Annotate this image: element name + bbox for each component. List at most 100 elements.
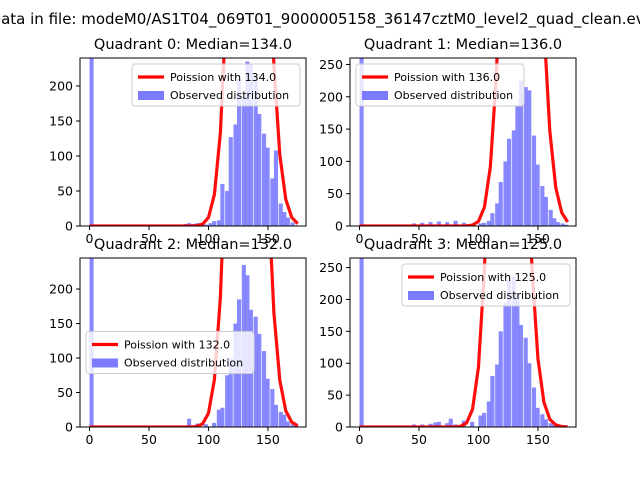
histogram-bar [420,222,425,226]
histogram-bar [282,414,287,427]
axes-frame [79,57,307,227]
legend-label-observed: Observed distribution [394,89,513,102]
x-tick-label: 150 [256,231,280,246]
histogram-bar [228,358,233,427]
legend-label-poisson: Poission with 125.0 [440,271,546,284]
histogram-bar [203,424,208,427]
y-tick-label: 200 [49,282,73,297]
x-tick-label: 100 [467,231,491,246]
histogram-bar [282,212,287,226]
histogram-bar [478,223,483,226]
y-tick-label: 150 [319,122,343,137]
legend: Poission with 134.0 Observed distribution [131,63,301,107]
legend: Poission with 136.0 Observed distribution [355,63,525,107]
histogram-bar [359,258,364,427]
histogram-bar [482,222,487,226]
histogram-bar [478,415,483,427]
x-tick-label: 50 [411,432,427,447]
x-tick-label: 0 [86,432,94,447]
histogram-bar [543,419,548,427]
x-tick-label: 150 [526,432,550,447]
legend-label-poisson: Poission with 134.0 [170,71,276,84]
histogram-bar [208,223,213,226]
y-tick-label: 0 [335,420,343,435]
histogram-bar [278,411,283,427]
y-tick-label: 250 [319,57,343,72]
figure-suptitle: Data in file: modeM0/AS1T04_069T01_90000… [0,10,640,29]
histogram-bar [527,363,532,427]
histogram-bar [445,423,450,427]
axes-title-quadrant-0: Quadrant 0: Median=134.0 [94,37,292,53]
legend-label-poisson: Poission with 136.0 [394,71,500,84]
legend-box [355,63,525,107]
axes-title-quadrant-3: Quadrant 3: Median=125.0 [364,237,562,253]
histogram-bar [273,150,278,226]
histogram-bar [531,387,537,427]
histogram-bar [278,203,283,226]
legend-label-poisson: Poission with 132.0 [124,339,230,352]
y-tick-label: 50 [327,388,343,403]
x-tick-label: 150 [256,432,280,447]
histogram-bar [486,220,491,226]
histogram-bar [543,196,548,226]
axes-quadrant-1: Quadrant 1: Median=136.0 0 50 100 150 0 50 100… [319,37,577,246]
x-tick-label: 50 [411,231,427,246]
histogram-bar [245,61,250,226]
legend-label-observed: Observed distribution [124,357,243,370]
legend-bar-swatch [362,91,388,100]
histogram-bar [290,222,295,226]
y-tick-label: 50 [57,385,73,400]
histogram-bar [187,418,192,427]
histogram-bar [270,178,275,226]
histogram-bar [270,389,275,427]
histogram-bar [552,218,557,226]
y-tick-label: 100 [49,149,73,164]
histogram-bar [453,220,458,226]
x-tick-label: 50 [141,231,157,246]
y-tick-label: 200 [49,79,73,94]
histogram-bar [527,90,532,226]
histogram-bar [445,222,450,226]
histogram-bar [511,277,516,427]
y-tick-label: 100 [49,351,73,366]
x-tick-label: 150 [526,231,550,246]
histogram-bar [261,351,267,427]
axes-quadrant-0: Quadrant 0: Median=134.0 0 50 100 150 0 50 100… [49,37,307,246]
histogram-bar [515,106,520,226]
y-tick-label: 100 [319,154,343,169]
histogram-bar [535,164,540,226]
histogram-bar [233,124,238,226]
histogram-bar [448,418,453,427]
histogram-bar [498,331,503,427]
histogram-bar [212,422,217,427]
histogram-bar [518,324,524,427]
legend: Poission with 125.0 Observed distribution [401,263,571,307]
legend-label-observed: Observed distribution [170,89,289,102]
histogram-bar [486,401,491,427]
y-tick-label: 50 [327,186,343,201]
axes-title-quadrant-1: Quadrant 1: Median=136.0 [364,37,562,53]
histogram-bar [511,130,516,226]
x-tick-label: 100 [197,432,221,447]
histogram-bar [507,138,512,226]
histogram-bar [515,293,520,427]
x-tick-label: 0 [356,231,364,246]
histogram-bar [261,133,267,226]
y-tick-label: 0 [65,219,73,234]
histogram-bar [203,224,208,226]
x-tick-label: 100 [197,231,221,246]
x-tick-label: 0 [356,432,364,447]
histogram-bar [216,220,221,226]
histogram-bar [540,185,545,226]
histogram-bar [523,337,528,427]
histogram-bar [518,80,524,226]
histogram-bar [531,135,537,226]
histogram-bar [359,58,364,226]
histogram-bar [89,58,94,226]
axes-title-quadrant-2: Quadrant 2: Median=132.0 [94,237,292,253]
x-tick-label: 100 [467,432,491,447]
histogram-bar [285,421,290,427]
histogram-bar [555,222,560,226]
axes-quadrant-3: Quadrant 3: Median=125.0 0 50 100 150 0 50 100… [319,237,577,447]
histogram-bar [241,96,246,226]
